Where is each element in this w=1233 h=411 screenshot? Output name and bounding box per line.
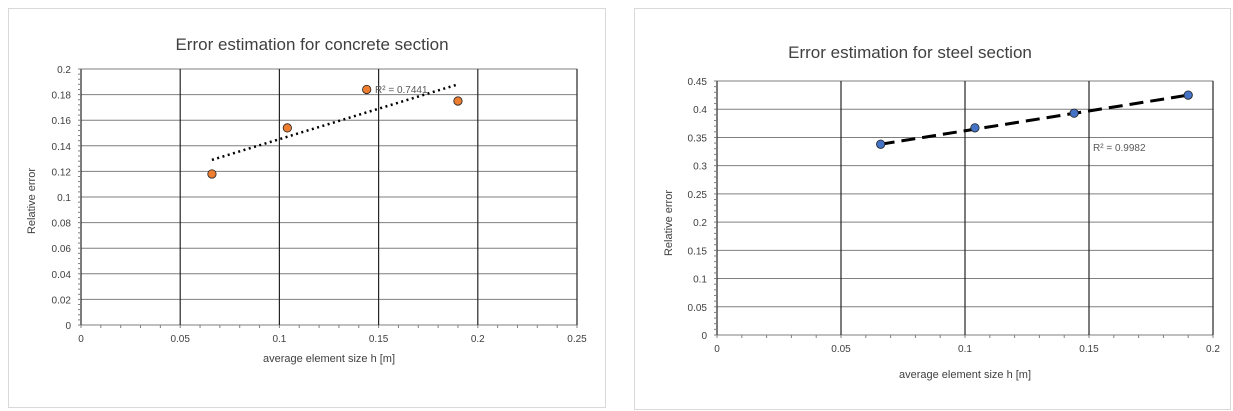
data-point [876,139,886,149]
y-tick-label: 0.05 [688,303,708,314]
y-tick-label: 0.06 [52,244,72,255]
r-squared-label: R² = 0.7441 [375,85,428,96]
y-tick-label: 0 [701,331,707,342]
y-tick-label: 0.45 [688,77,708,88]
x-tick-label: 0.1 [958,344,972,355]
y-tick-label: 0.15 [688,246,708,257]
x-axis-label: average element size h [m] [899,369,1031,381]
x-axis-label: average element size h [m] [263,353,395,365]
x-tick-label: 0.15 [1079,344,1099,355]
x-tick-label: 0.05 [831,344,851,355]
steel-chart: Error estimation for steel section 0 0.05… [663,43,1220,381]
x-tick-label: 0 [78,334,84,345]
chart-title: Error estimation for steel section [788,43,1032,62]
x-tick-label: 0.2 [1206,344,1220,355]
y-tick-label: 0.14 [52,142,72,153]
y-tick-label: 0.18 [52,91,72,102]
y-tick-label: 0.04 [52,270,72,281]
data-point [282,123,292,133]
x-tick-label: 0.05 [170,334,190,345]
data-point [1069,108,1079,118]
y-axis-label: Relative error [663,190,675,256]
y-tick-label: 0.16 [52,116,72,127]
y-tick-label: 0.08 [52,219,72,230]
data-point [453,96,463,106]
data-point [362,84,372,95]
data-point [1183,90,1193,100]
concrete-chart: Error estimation for concrete section 00… [26,35,587,365]
y-tick-label: 0.02 [52,295,72,306]
x-tick-label: 0.1 [272,334,286,345]
y-tick-label: 0.4 [693,105,707,116]
data-point [970,123,980,133]
y-tick-label: 0.25 [688,190,708,201]
chart-title: Error estimation for concrete section [175,35,448,54]
x-tick-label: 0.2 [471,334,485,345]
y-tick-label: 0.12 [52,167,72,178]
y-tick-label: 0.3 [693,162,707,173]
y-tick-label: 0.2 [57,65,71,76]
trendline [880,93,1189,146]
y-tick-label: 0.35 [688,133,708,144]
y-tick-label: 0.1 [693,275,707,286]
data-point [207,169,217,179]
x-tick-label: 0 [714,344,720,355]
y-axis-label: Relative error [26,168,38,234]
x-tick-label: 0.25 [567,334,587,345]
x-tick-label: 0.15 [369,334,389,345]
y-tick-label: 0 [65,321,71,332]
y-tick-label: 0.2 [693,218,707,229]
y-tick-label: 0.1 [57,193,71,204]
r-squared-label: R² = 0.9982 [1093,143,1146,154]
steel-chart-panel: Error estimation for steel section 0 0.05… [634,8,1231,410]
